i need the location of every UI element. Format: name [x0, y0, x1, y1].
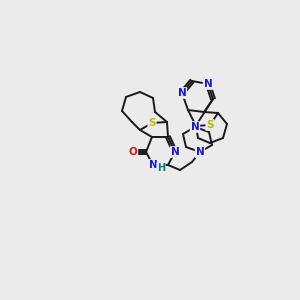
Text: N: N [204, 79, 212, 89]
Text: N: N [178, 88, 186, 98]
Text: H: H [157, 163, 165, 173]
Text: N: N [148, 160, 158, 170]
Text: N: N [196, 147, 204, 157]
Text: S: S [148, 118, 156, 128]
Text: S: S [206, 120, 214, 130]
Text: N: N [171, 147, 179, 157]
Text: O: O [129, 147, 137, 157]
Text: N: N [190, 122, 200, 132]
